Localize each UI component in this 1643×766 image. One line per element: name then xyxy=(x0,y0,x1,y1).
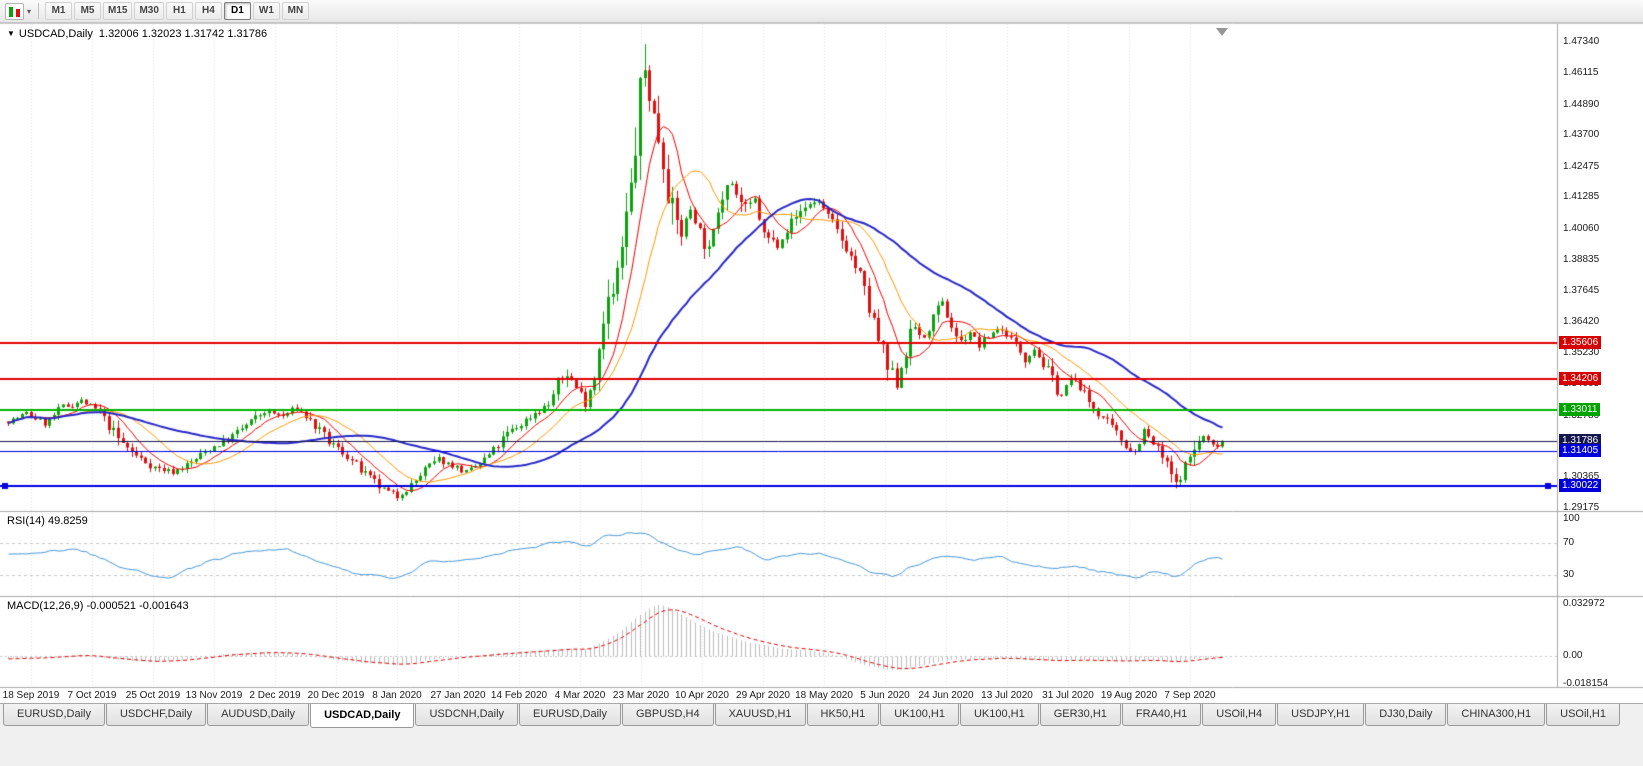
toolbar-separator xyxy=(38,3,40,19)
rsi-indicator-label: RSI(14) 49.8259 xyxy=(7,515,88,527)
date-label: 5 Jun 2020 xyxy=(860,690,910,701)
price-tag: 1.31405 xyxy=(1559,443,1602,457)
chart-tab-usdchf-daily[interactable]: USDCHF,Daily xyxy=(105,704,207,726)
date-label: 7 Oct 2019 xyxy=(67,690,117,701)
chart-tab-uk100-h1[interactable]: UK100,H1 xyxy=(880,704,959,726)
chart-tab-gbpusd-h4[interactable]: GBPUSD,H4 xyxy=(622,704,714,726)
date-label: 19 Aug 2020 xyxy=(1100,690,1158,701)
date-label: 23 Mar 2020 xyxy=(612,690,670,701)
timeframe-button-m30[interactable]: M30 xyxy=(134,2,164,20)
price-tag: 1.30022 xyxy=(1559,479,1602,493)
chart-window: ▼ USDCAD,Daily 1.32006 1.32023 1.31742 1.3… xyxy=(0,23,1643,703)
macd-indicator-label: MACD(12,26,9) -0.000521 -0.001643 xyxy=(7,600,189,612)
date-label: 27 Jan 2020 xyxy=(430,690,486,701)
chart-tab-hk50-h1[interactable]: HK50,H1 xyxy=(806,704,880,726)
timeframe-button-m15[interactable]: M15 xyxy=(103,2,133,20)
date-label: 29 Apr 2020 xyxy=(736,690,790,701)
timeframe-button-mn[interactable]: MN xyxy=(281,2,309,20)
macd-tick: 0.00 xyxy=(1563,649,1583,661)
chart-canvas[interactable] xyxy=(0,23,1643,702)
candle-down-glyph xyxy=(16,8,20,17)
price-tick: 1.46115 xyxy=(1563,67,1599,79)
chart-tab-usdjpy-h1[interactable]: USDJPY,H1 xyxy=(1277,704,1365,726)
date-label: 10 Apr 2020 xyxy=(675,690,729,701)
timeframe-buttons: M1 M5 M15 M30 H1 H4 D1 W1 MN xyxy=(45,2,309,20)
price-tick: 1.40060 xyxy=(1563,222,1600,234)
price-tag: 1.34206 xyxy=(1559,371,1602,385)
timeframe-button-m5[interactable]: M5 xyxy=(74,2,102,20)
chart-tab-ger30-h1[interactable]: GER30,H1 xyxy=(1039,704,1121,726)
chart-tab-audusd-daily[interactable]: AUDUSD,Daily xyxy=(207,704,310,726)
toolbar: ▾ M1 M5 M15 M30 H1 H4 D1 W1 MN xyxy=(0,0,1643,23)
timeframe-button-h1[interactable]: H1 xyxy=(165,2,193,20)
macd-tick: -0.018154 xyxy=(1563,677,1609,689)
price-tick: 1.43700 xyxy=(1563,129,1600,141)
chart-tab-eurusd-daily[interactable]: EURUSD,Daily xyxy=(3,704,105,726)
symbol-dropdown-icon[interactable]: ▼ xyxy=(7,29,15,38)
status-bar xyxy=(0,730,1643,766)
date-label: 13 Nov 2019 xyxy=(185,690,243,701)
time-axis[interactable]: 18 Sep 2019 7 Oct 2019 25 Oct 2019 13 Nov 2… xyxy=(0,689,1557,703)
candle-up-glyph xyxy=(9,6,13,17)
price-tag: 1.35606 xyxy=(1559,336,1602,349)
macd-tick: 0.032972 xyxy=(1563,598,1605,609)
date-label: 24 Jun 2020 xyxy=(918,690,974,701)
date-label: 25 Oct 2019 xyxy=(125,690,181,701)
chart-tab-uk100-h1[interactable]: UK100,H1 xyxy=(959,704,1039,726)
chart-tab-dj30-daily[interactable]: DJ30,Daily xyxy=(1365,704,1447,726)
price-tick: 1.42475 xyxy=(1563,160,1600,172)
price-tick: 1.37645 xyxy=(1563,284,1600,296)
chart-tab-usoil-h1[interactable]: USOil,H1 xyxy=(1546,704,1620,726)
price-tick: 1.47340 xyxy=(1563,36,1600,47)
date-label: 2 Dec 2019 xyxy=(249,690,301,701)
date-label: 4 Mar 2020 xyxy=(554,690,606,701)
chart-tabs-bar: EURUSD,Daily USDCHF,Daily AUDUSD,Daily USDC… xyxy=(0,703,1643,730)
date-label: 18 Sep 2019 xyxy=(2,690,60,701)
date-label: 31 Jul 2020 xyxy=(1042,690,1094,701)
timeframe-button-m1[interactable]: M1 xyxy=(45,2,73,20)
date-label: 20 Dec 2019 xyxy=(307,690,365,701)
date-label: 14 Feb 2020 xyxy=(490,690,548,701)
chart-shift-marker-icon[interactable] xyxy=(1216,28,1228,36)
date-label: 13 Jul 2020 xyxy=(981,690,1033,701)
ohlc-values: 1.32006 1.32023 1.31742 1.31786 xyxy=(98,28,268,40)
price-tick: 1.41285 xyxy=(1563,191,1600,203)
timeframe-button-d1[interactable]: D1 xyxy=(223,2,251,20)
price-tick: 1.29175 xyxy=(1563,501,1600,513)
date-label: 8 Jan 2020 xyxy=(372,690,422,701)
chart-tab-xauusd-h1[interactable]: XAUUSD,H1 xyxy=(714,704,806,726)
chart-tab-usdcnh-daily[interactable]: USDCNH,Daily xyxy=(415,704,519,726)
price-axis[interactable]: 1.47340 1.46115 1.44890 1.43700 1.42475 1.412… xyxy=(1558,23,1643,689)
chart-type-icon[interactable] xyxy=(5,2,24,20)
date-label: 7 Sep 2020 xyxy=(1164,690,1216,701)
chart-symbol-label: ▼ USDCAD,Daily 1.32006 1.32023 1.31742 1.3… xyxy=(7,28,267,40)
symbol-name: USDCAD,Daily xyxy=(18,28,93,40)
chart-tab-fra40-h1[interactable]: FRA40,H1 xyxy=(1121,704,1202,726)
price-tick: 1.30365 xyxy=(1563,471,1600,483)
price-tag: 1.33011 xyxy=(1559,402,1601,416)
price-tag: 1.31786 xyxy=(1559,434,1602,447)
chart-tab-eurusd-daily[interactable]: EURUSD,Daily xyxy=(519,704,621,726)
rsi-tick: 70 xyxy=(1563,537,1575,548)
price-tick: 1.36420 xyxy=(1563,316,1600,328)
chart-tab-usdcad-daily[interactable]: USDCAD,Daily xyxy=(310,704,415,728)
chart-tab-usoil-h4[interactable]: USOil,H4 xyxy=(1202,704,1277,726)
price-tick: 1.44890 xyxy=(1563,98,1600,110)
timeframe-button-w1[interactable]: W1 xyxy=(252,2,280,20)
timeframe-button-h4[interactable]: H4 xyxy=(194,2,222,20)
rsi-tick: 30 xyxy=(1563,569,1575,580)
chart-tab-china300-h1[interactable]: CHINA300,H1 xyxy=(1447,704,1546,726)
rsi-tick: 100 xyxy=(1563,513,1580,524)
price-tick: 1.35230 xyxy=(1563,346,1600,358)
chevron-down-icon[interactable]: ▾ xyxy=(27,6,32,16)
date-label: 18 May 2020 xyxy=(795,690,853,701)
price-tick: 1.38835 xyxy=(1563,254,1600,266)
